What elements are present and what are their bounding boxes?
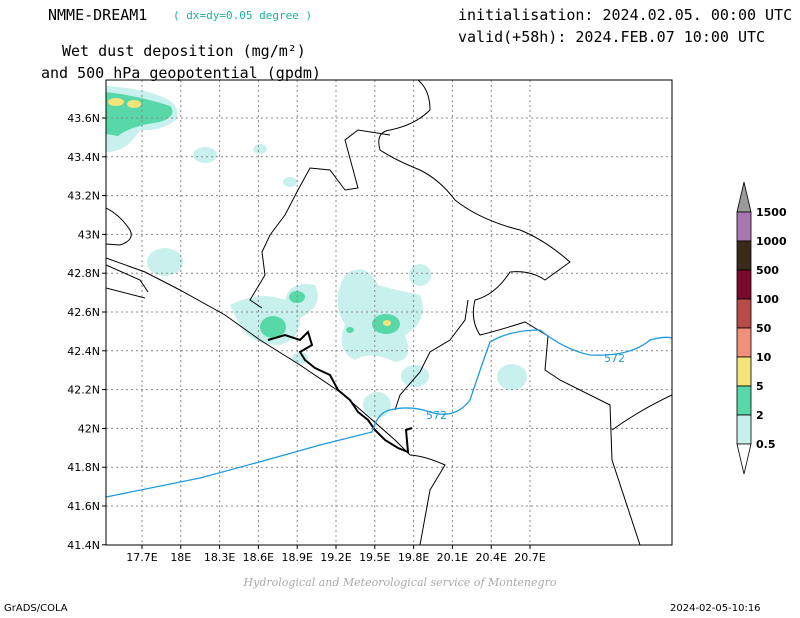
lat-tick-label: 43.2N bbox=[67, 190, 100, 203]
colorbar-segment bbox=[736, 240, 752, 271]
footer-software: GrADS/COLA bbox=[4, 603, 68, 614]
lon-tick-label: 18.3E bbox=[204, 551, 235, 564]
coastline bbox=[106, 257, 411, 456]
init-time: initialisation: 2024.02.05. 00:00 UTC bbox=[458, 6, 793, 24]
colorbar-label: 0.5 bbox=[756, 438, 776, 451]
border-line bbox=[249, 167, 346, 309]
dust-area bbox=[497, 364, 527, 390]
variable-title-line1: Wet dust deposition (mg/m²) bbox=[62, 42, 306, 60]
dust-area bbox=[253, 144, 267, 154]
colorbar-legend: 1500 1000 500 100 50 10 5 2 0.5 bbox=[736, 181, 787, 475]
lat-tick-label: 41.4N bbox=[67, 539, 100, 552]
dust-area bbox=[409, 264, 431, 286]
geopotential-contour-572 bbox=[106, 329, 672, 498]
dust-area bbox=[260, 316, 286, 338]
dust-shading bbox=[106, 86, 527, 418]
colorbar-segment bbox=[736, 356, 752, 387]
border-line bbox=[611, 394, 672, 431]
lat-tick-label: 42.2N bbox=[67, 384, 100, 397]
colorbar-segment bbox=[736, 211, 752, 242]
colorbar-segment bbox=[736, 327, 752, 358]
lat-tick-label: 41.6N bbox=[67, 500, 100, 513]
colorbar-segment bbox=[736, 181, 752, 213]
dust-area bbox=[108, 98, 124, 106]
grid-lines bbox=[106, 80, 672, 545]
border-line bbox=[378, 80, 641, 545]
lon-tick-label: 20.7E bbox=[514, 551, 545, 564]
lon-axis: 17.7E 18E 18.3E 18.6E 18.9E 19.2E 19.5E 19.8E 20… bbox=[126, 545, 546, 564]
map-plot-area bbox=[106, 80, 672, 545]
lat-tick-label: 42.6N bbox=[67, 306, 100, 319]
dust-area bbox=[292, 352, 308, 364]
border-line bbox=[106, 207, 132, 246]
lon-tick-label: 19.2E bbox=[320, 551, 351, 564]
border-line bbox=[409, 454, 446, 545]
lat-tick-label: 43.6N bbox=[67, 112, 100, 125]
colorbar-label: 100 bbox=[756, 293, 779, 306]
lon-tick-label: 20.4E bbox=[475, 551, 506, 564]
lon-tick-label: 18E bbox=[170, 551, 191, 564]
dust-area bbox=[283, 177, 297, 187]
lon-tick-label: 17.7E bbox=[126, 551, 157, 564]
borders bbox=[106, 80, 672, 545]
lat-tick-label: 43.4N bbox=[67, 151, 100, 164]
border-line bbox=[344, 129, 391, 191]
contour-label: 572 bbox=[426, 409, 447, 422]
lat-tick-label: 42N bbox=[78, 422, 100, 435]
dust-area bbox=[383, 320, 391, 326]
contour-label: 572 bbox=[604, 352, 625, 365]
colorbar-label: 50 bbox=[756, 322, 772, 335]
lat-tick-label: 41.8N bbox=[67, 461, 100, 474]
lon-tick-label: 19.5E bbox=[359, 551, 390, 564]
variable-title-line2: and 500 hPa geopotential (gpdm) bbox=[41, 64, 321, 82]
resolution-label: ( dx=dy=0.05 degree ) bbox=[173, 9, 313, 22]
dust-area bbox=[401, 365, 429, 387]
lon-tick-label: 18.9E bbox=[281, 551, 312, 564]
model-title: NMME-DREAM1 bbox=[48, 6, 148, 24]
colorbar-segment bbox=[736, 298, 752, 329]
valid-time: valid(+58h): 2024.FEB.07 10:00 UTC bbox=[458, 28, 766, 46]
colorbar-label: 1500 bbox=[756, 206, 787, 219]
coastline bbox=[106, 287, 146, 299]
colorbar-label: 10 bbox=[756, 351, 772, 364]
lat-tick-label: 43N bbox=[78, 228, 100, 241]
colorbar-segment bbox=[736, 414, 752, 445]
colorbar-label: 500 bbox=[756, 264, 779, 277]
credit-text: Hydrological and Meteorological service … bbox=[243, 576, 557, 589]
colorbar-label: 5 bbox=[756, 380, 764, 393]
lon-tick-label: 18.6E bbox=[243, 551, 274, 564]
coastline bbox=[106, 264, 149, 293]
dust-area bbox=[127, 100, 141, 108]
dust-area bbox=[193, 147, 217, 163]
lon-tick-label: 19.8E bbox=[398, 551, 429, 564]
colorbar-label: 1000 bbox=[756, 235, 787, 248]
lat-tick-label: 42.8N bbox=[67, 267, 100, 280]
colorbar-segment bbox=[736, 269, 752, 300]
lat-axis: 43.6N 43.4N 43.2N 43N 42.8N 42.6N 42.4N 42.2N 42… bbox=[67, 112, 106, 552]
lon-tick-label: 20.1E bbox=[437, 551, 468, 564]
colorbar-segment bbox=[736, 385, 752, 416]
dust-area bbox=[346, 327, 354, 333]
dust-area bbox=[147, 248, 183, 276]
dust-area bbox=[363, 392, 391, 418]
montenegro-coast bbox=[267, 330, 413, 454]
colorbar-segment bbox=[736, 443, 752, 475]
footer-timestamp: 2024-02-05-10:16 bbox=[670, 603, 761, 614]
colorbar-label: 2 bbox=[756, 409, 764, 422]
lat-tick-label: 42.4N bbox=[67, 345, 100, 358]
border-line bbox=[394, 299, 469, 411]
